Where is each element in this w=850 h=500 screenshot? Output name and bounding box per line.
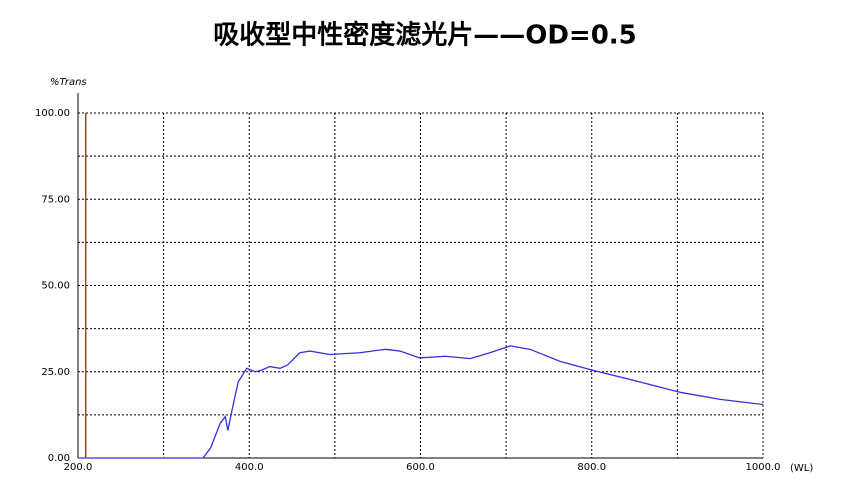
x-axis-label: (WL) [790, 463, 813, 474]
y-tick-label: 25.00 [41, 367, 70, 378]
y-axis-label: %Trans [50, 77, 87, 88]
y-tick-label: 75.00 [41, 194, 70, 205]
x-tick-label: 200.0 [64, 462, 93, 473]
x-tick-label: 400.0 [235, 462, 264, 473]
x-tick-label: 1000.0 [746, 462, 781, 473]
y-tick-label: 0.00 [48, 453, 70, 464]
y-tick-label: 100.00 [35, 108, 70, 119]
x-tick-label: 600.0 [406, 462, 435, 473]
chart-title: 吸收型中性密度滤光片——OD=0.5 [213, 20, 637, 51]
series-line [78, 345, 764, 459]
y-tick-label: 50.00 [41, 281, 70, 292]
x-tick-label: 800.0 [577, 462, 606, 473]
